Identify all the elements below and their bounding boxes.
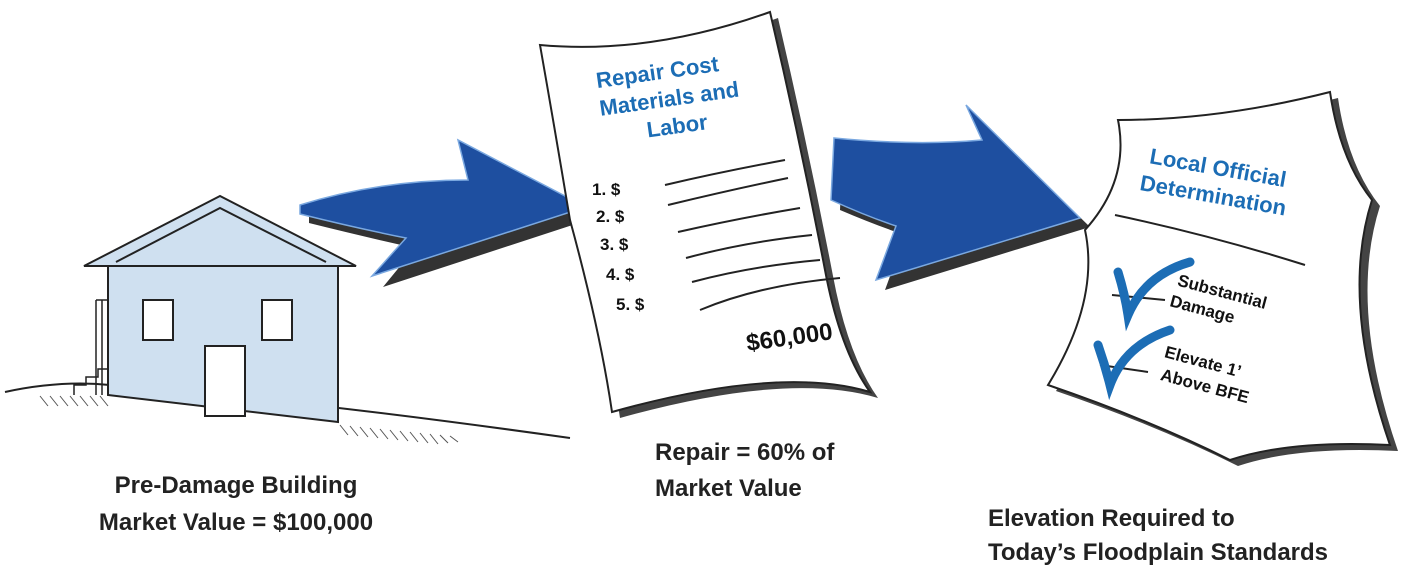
caption: Market Value = $100,000 [99, 509, 373, 536]
determination-document: Local Official Determination Substantial… [1048, 92, 1398, 466]
diagram: Repair Cost Materials and Labor 1. $ 2. … [0, 0, 1413, 566]
caption: Repair = 60% of [655, 439, 835, 466]
cost-item: 1. $ [592, 180, 621, 199]
caption: Pre-Damage Building [115, 472, 358, 499]
cost-item: 4. $ [606, 265, 635, 284]
caption: Market Value [655, 475, 802, 502]
cost-item: 5. $ [616, 295, 645, 314]
arrow [831, 105, 1090, 290]
cost-item: 2. $ [596, 207, 625, 226]
caption: Today’s Floodplain Standards [988, 539, 1328, 566]
cost-item: 3. $ [600, 235, 629, 254]
repair-document: Repair Cost Materials and Labor 1. $ 2. … [540, 12, 878, 418]
house [74, 196, 356, 422]
caption: Elevation Required to [988, 505, 1235, 532]
